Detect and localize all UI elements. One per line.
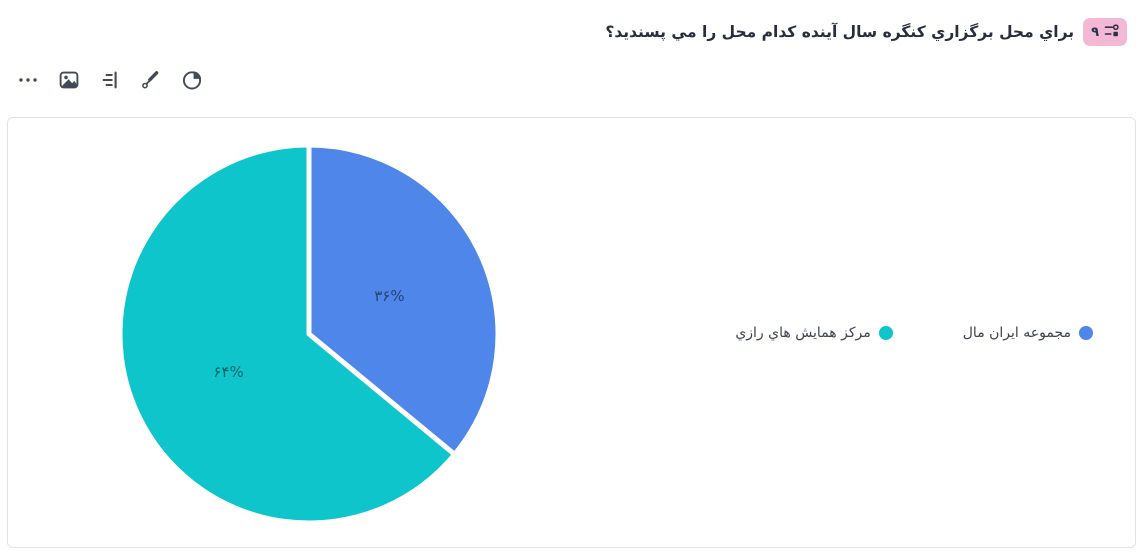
question-title: براي محل برگزاري کنگره سال آينده کدام مح…	[605, 23, 1075, 41]
legend-label: مجموعه ايران مال	[962, 324, 1071, 341]
pie-slice-label-1: ۶۴%	[213, 363, 243, 381]
more-options-icon	[17, 69, 39, 91]
legend-label: مرکز همايش هاي رازي	[735, 324, 871, 341]
pen-icon	[140, 69, 162, 91]
align-lines-icon	[99, 69, 121, 91]
export-image-button[interactable]	[57, 68, 81, 92]
chart-legend: مجموعه ايران مال مرکز همايش هاي رازي	[735, 319, 1093, 347]
chart-toolbar	[16, 68, 204, 92]
question-number-badge: ۹	[1083, 18, 1127, 46]
question-number: ۹	[1091, 24, 1099, 40]
question-header: ۹ براي محل برگزاري کنگره سال آينده کدام …	[605, 18, 1127, 46]
image-icon	[58, 69, 80, 91]
pie-chart-icon	[181, 69, 203, 91]
question-type-icon	[1104, 23, 1119, 42]
chart-card: ۳۶% ۶۴% مجموعه ايران مال مرکز همايش هاي ر…	[7, 117, 1136, 548]
edit-style-button[interactable]	[139, 68, 163, 92]
chart-type-button[interactable]	[180, 68, 204, 92]
legend-dot-teal	[878, 325, 893, 340]
pie-slice-0[interactable]	[306, 142, 501, 457]
legend-item-iran-mall[interactable]: مجموعه ايران مال	[963, 325, 1093, 341]
pie-slice-1[interactable]	[117, 142, 458, 526]
pie-slice-label-0: ۳۶%	[374, 287, 404, 305]
pie-chart: ۳۶% ۶۴%	[109, 134, 509, 534]
sort-options-button[interactable]	[98, 68, 122, 92]
more-options-button[interactable]	[16, 68, 40, 92]
legend-dot-blue	[1079, 325, 1093, 340]
legend-item-razi-center[interactable]: مرکز همايش هاي رازي	[735, 324, 893, 341]
